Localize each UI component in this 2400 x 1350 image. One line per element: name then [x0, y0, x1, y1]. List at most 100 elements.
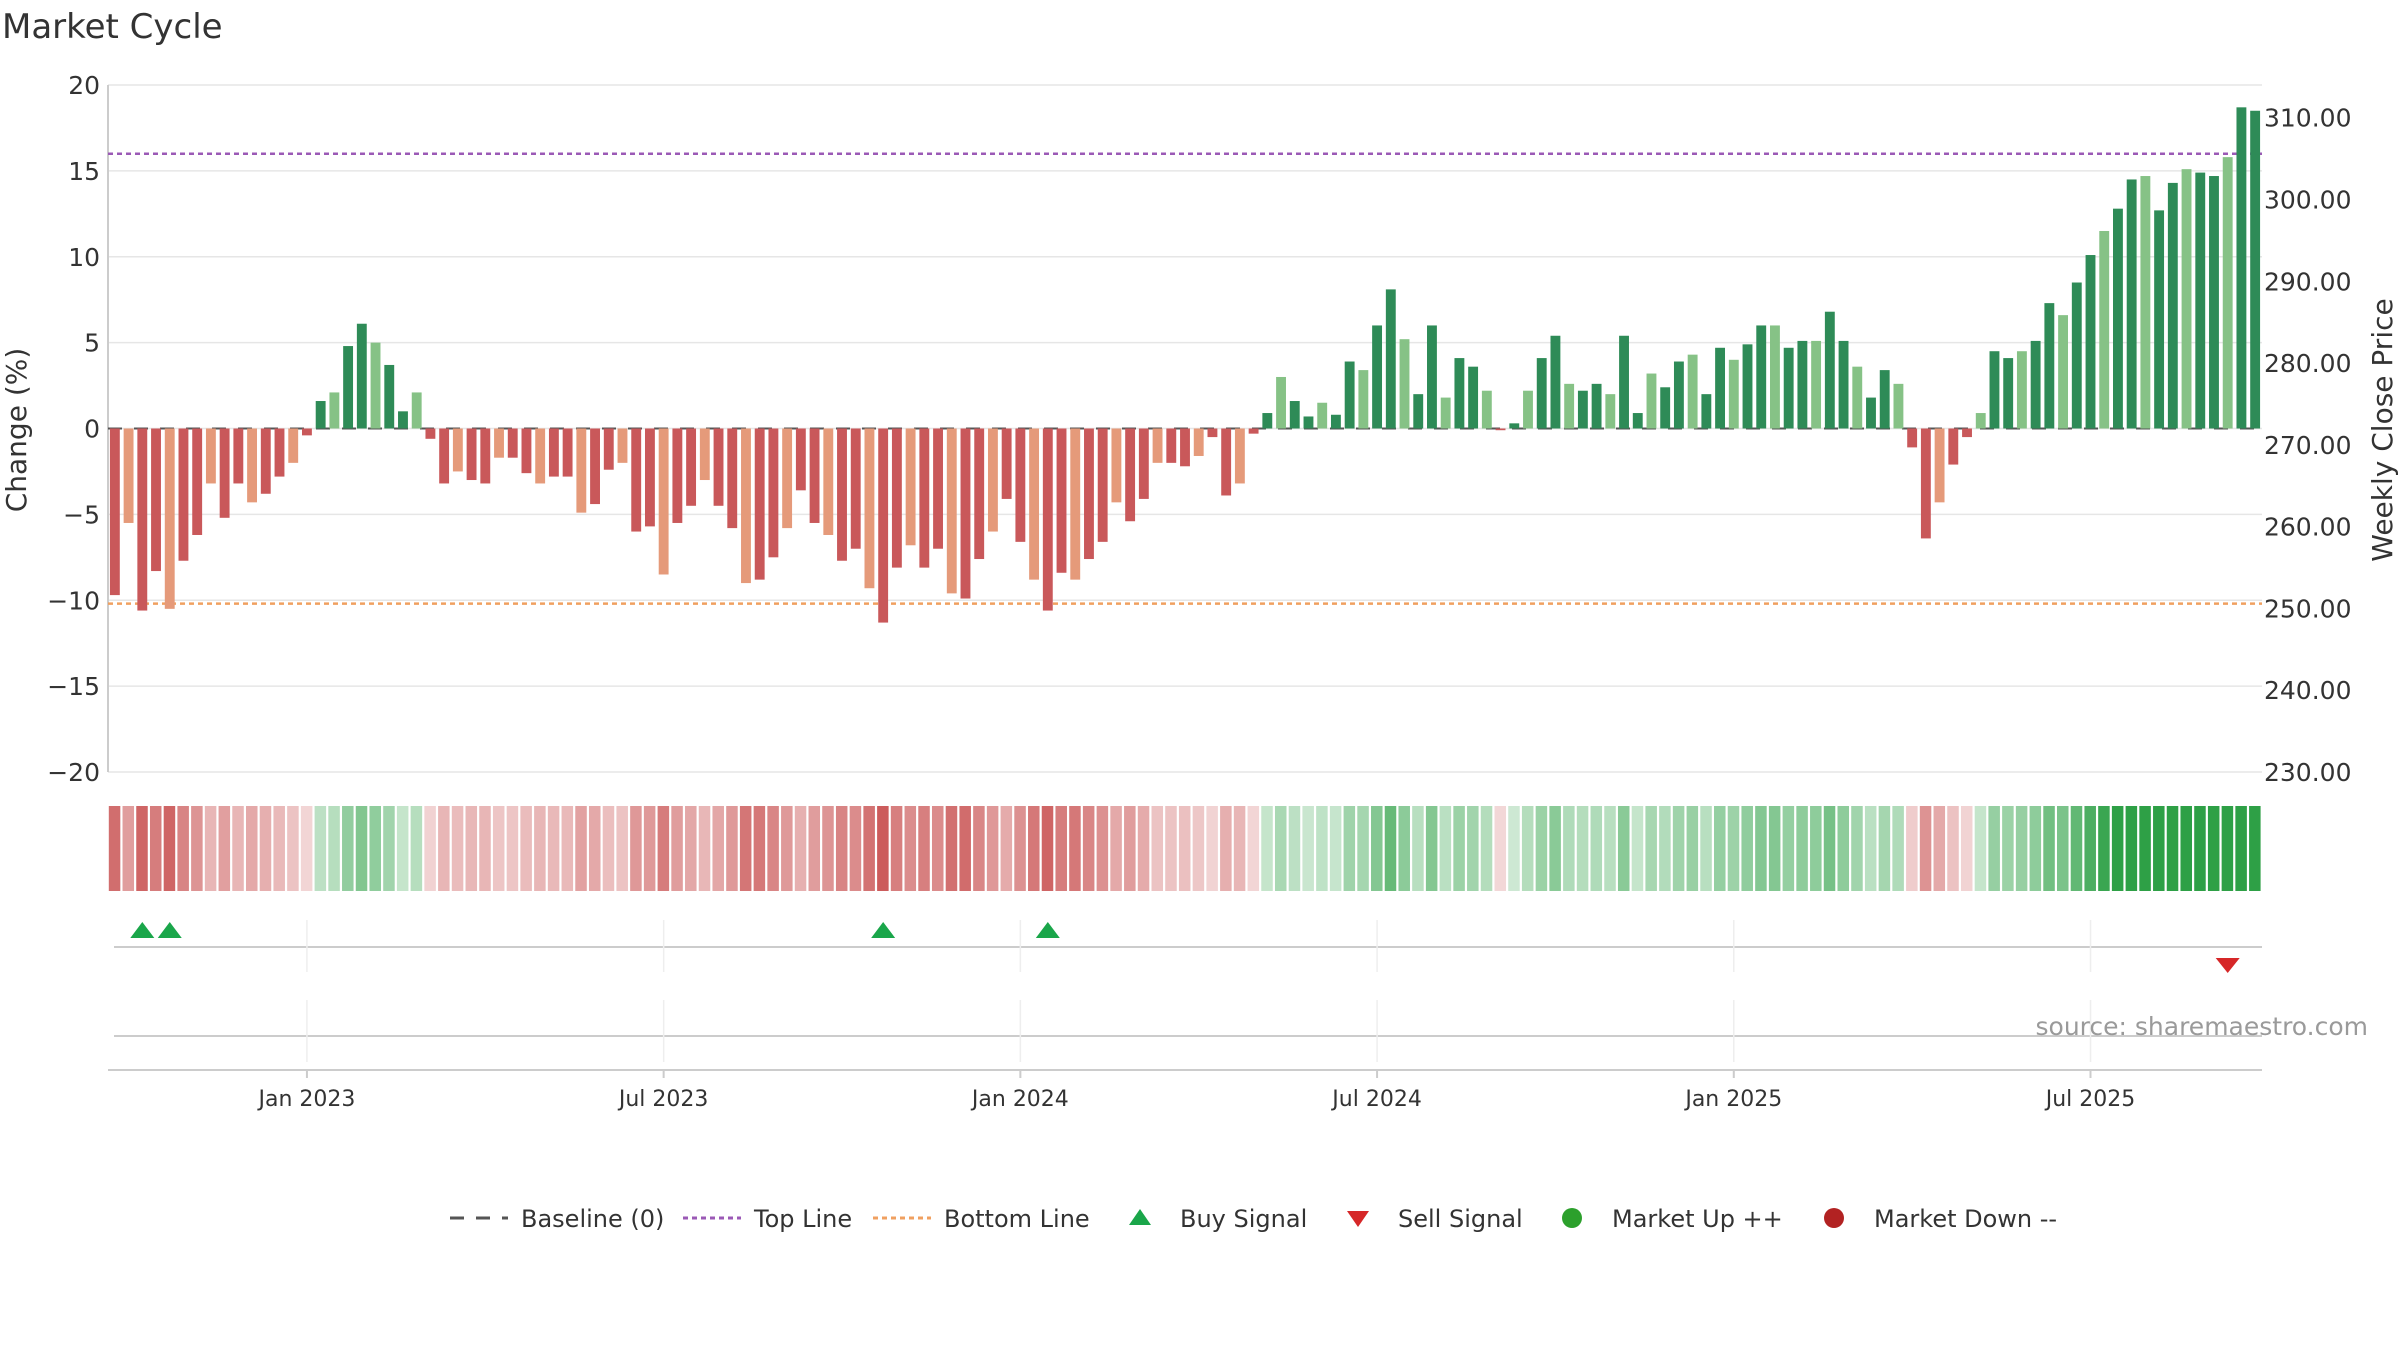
change-bar	[2126, 179, 2137, 429]
change-bar	[2167, 182, 2178, 429]
change-bar	[576, 428, 587, 513]
legend-bottom-line-label: Bottom Line	[944, 1205, 1090, 1233]
heat-cell	[959, 806, 971, 891]
heat-cell	[2125, 806, 2138, 891]
change-bar	[2071, 282, 2082, 429]
heat-cell	[1425, 806, 1438, 891]
change-bar	[370, 342, 381, 429]
heat-cell	[1302, 806, 1314, 891]
change-bar	[1838, 340, 1849, 429]
change-bar	[1221, 428, 1232, 496]
change-bar	[1632, 413, 1643, 429]
y-left-tick-label: 20	[68, 71, 100, 100]
heat-cell	[2084, 806, 2096, 891]
heat-cell	[1069, 806, 1081, 891]
heat-cell	[1274, 806, 1287, 891]
change-bar	[1344, 361, 1355, 429]
heat-cell	[1439, 806, 1452, 891]
heat-cell	[369, 806, 381, 891]
heat-cell	[712, 806, 724, 891]
heat-cell	[1864, 806, 1877, 891]
heat-cell	[1055, 806, 1067, 891]
change-bar	[1138, 428, 1149, 499]
change-bar	[329, 392, 340, 429]
heat-cell	[685, 806, 697, 891]
heat-cell	[1960, 806, 1973, 891]
change-bar	[480, 428, 491, 484]
change-bar	[699, 428, 710, 481]
change-bar	[905, 428, 916, 546]
change-bar	[1824, 311, 1835, 429]
heat-cell	[918, 806, 930, 891]
y-right-tick-label: 240.00	[2264, 676, 2351, 705]
heat-cell	[794, 806, 807, 891]
heat-cell	[767, 806, 779, 891]
x-tick-label: Jan 2024	[970, 1087, 1069, 1112]
change-bar	[768, 428, 779, 558]
heat-cell	[2207, 806, 2220, 891]
heat-cell	[588, 806, 601, 891]
heat-cell	[1124, 806, 1136, 891]
heat-cell	[355, 806, 368, 891]
heat-cell	[1508, 806, 1520, 891]
change-bar	[507, 428, 518, 458]
heat-cell	[863, 806, 875, 891]
heat-cell	[1974, 806, 1987, 891]
chart-title: Market Cycle	[2, 7, 223, 47]
heat-cell	[808, 806, 821, 891]
sell-signal-marker	[2215, 958, 2240, 973]
reference-lines	[108, 152, 2262, 605]
heat-cell	[1755, 806, 1767, 891]
signal-panel	[114, 920, 2262, 1062]
change-bar	[562, 428, 573, 477]
heat-cell	[1494, 806, 1507, 891]
heat-cell	[2002, 806, 2014, 891]
market-heat-strip	[108, 806, 2261, 891]
heat-cell	[1714, 806, 1726, 891]
heat-cell	[1178, 806, 1191, 891]
heat-cell	[218, 806, 231, 891]
change-bar	[1152, 428, 1163, 463]
heat-cell	[547, 806, 560, 891]
change-bar	[1619, 335, 1629, 429]
y-left-tick-label: 15	[68, 157, 100, 186]
heat-cell	[204, 806, 217, 891]
heat-cell	[287, 806, 299, 891]
heat-cell	[1096, 806, 1109, 891]
change-bar	[1015, 428, 1026, 542]
heat-cell	[1590, 806, 1603, 891]
heat-cell	[2015, 806, 2028, 891]
heat-cell	[1892, 806, 1904, 891]
heat-cell	[2139, 806, 2151, 891]
change-bar	[1358, 370, 1369, 429]
heat-cell	[1233, 806, 1246, 891]
x-tick-label: Jan 2023	[256, 1087, 355, 1112]
y-right-tick-label: 270.00	[2264, 431, 2351, 460]
change-bar	[494, 428, 504, 458]
change-bar	[1783, 347, 1794, 429]
y-left-tick-label: 10	[68, 243, 100, 272]
legend-top-line-label: Top Line	[753, 1205, 852, 1233]
heat-cell	[630, 806, 642, 891]
heat-cell	[1617, 806, 1630, 891]
change-bar	[2250, 110, 2261, 429]
change-bar	[1385, 289, 1396, 429]
heat-cell	[835, 806, 848, 891]
change-bar	[919, 428, 930, 568]
heat-cell	[2221, 806, 2234, 891]
heat-cell	[2098, 806, 2110, 891]
heat-cell	[1576, 806, 1589, 891]
legend-market-up-swatch	[1562, 1208, 1582, 1228]
change-bar	[754, 428, 765, 580]
change-bar	[1934, 428, 1945, 503]
change-bar	[301, 428, 312, 436]
change-bar	[1523, 390, 1533, 429]
y-right-tick-label: 250.00	[2264, 594, 2351, 623]
change-bar	[891, 428, 902, 568]
change-bar	[233, 428, 244, 484]
heat-cell	[1796, 806, 1808, 891]
heat-cell	[232, 806, 244, 891]
change-bar	[535, 428, 546, 484]
change-bar	[1042, 428, 1053, 611]
x-tick-label: Jul 2025	[2044, 1087, 2136, 1112]
